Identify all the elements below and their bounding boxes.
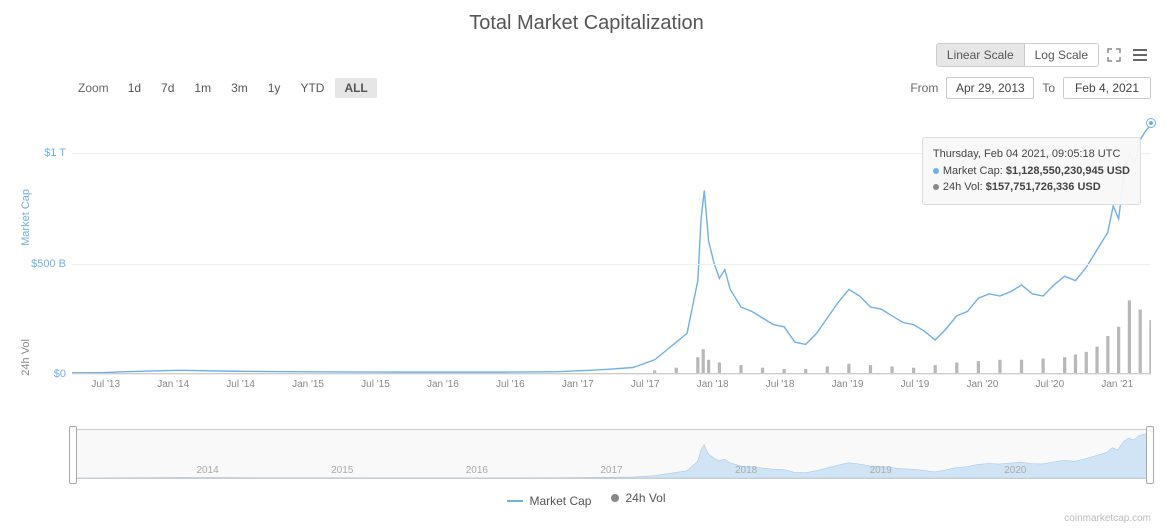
x-tick: Jul '20 xyxy=(1036,379,1065,390)
x-tick: Jan '19 xyxy=(832,379,864,390)
scale-toggle: Linear Scale Log Scale xyxy=(936,43,1099,67)
tooltip-date: Thursday, Feb 04 2021, 09:05:18 UTC xyxy=(933,146,1130,163)
x-tick: Jan '15 xyxy=(292,379,324,390)
zoom-1m-button[interactable]: 1m xyxy=(185,78,220,98)
zoom-3m-button[interactable]: 3m xyxy=(222,78,257,98)
y-tick: $1 T xyxy=(16,147,66,159)
zoom-1y-button[interactable]: 1y xyxy=(259,78,290,98)
from-label: From xyxy=(910,81,938,95)
date-range: From Apr 29, 2013 To Feb 4, 2021 xyxy=(910,77,1151,99)
nav-year: 2016 xyxy=(466,465,488,476)
nav-year: 2018 xyxy=(735,465,757,476)
x-tick: Jul '16 xyxy=(496,379,525,390)
x-tick: Jan '16 xyxy=(427,379,459,390)
x-tick: Jul '19 xyxy=(901,379,930,390)
y-tick: $0 xyxy=(16,368,66,380)
zoom-row: Zoom 1d7d1m3m1yYTDALL From Apr 29, 2013 … xyxy=(0,73,1173,109)
navigator[interactable]: 2014 2015 2016 2017 2018 2019 2020 xyxy=(72,429,1151,479)
legend-item[interactable]: 24h Vol xyxy=(611,491,665,505)
x-tick: Jul '13 xyxy=(91,379,120,390)
gridline xyxy=(72,264,1151,265)
y-tick: $500 B xyxy=(16,258,66,270)
nav-year: 2015 xyxy=(331,465,353,476)
nav-year: 2014 xyxy=(197,465,219,476)
gridline xyxy=(72,374,1151,375)
x-tick: Jan '14 xyxy=(157,379,189,390)
tooltip: Thursday, Feb 04 2021, 09:05:18 UTC Mark… xyxy=(922,137,1141,205)
controls-row: Linear Scale Log Scale xyxy=(0,43,1173,73)
zoom-1d-button[interactable]: 1d xyxy=(119,78,150,98)
tooltip-row: Market Cap: $1,128,550,230,945 USD xyxy=(933,163,1130,180)
legend: Market Cap 24h Vol xyxy=(0,479,1173,512)
x-tick: Jul '18 xyxy=(766,379,795,390)
x-tick: Jan '21 xyxy=(1101,379,1133,390)
zoom-ytd-button[interactable]: YTD xyxy=(291,78,333,98)
menu-icon[interactable] xyxy=(1129,44,1151,66)
y-axis: $0$500 B$1 T xyxy=(16,109,72,374)
x-tick: Jul '14 xyxy=(226,379,255,390)
to-date-input[interactable]: Feb 4, 2021 xyxy=(1063,77,1151,99)
plot[interactable]: Thursday, Feb 04 2021, 09:05:18 UTC Mark… xyxy=(72,109,1151,374)
nav-year: 2020 xyxy=(1004,465,1026,476)
x-tick: Jan '20 xyxy=(966,379,998,390)
nav-year: 2019 xyxy=(870,465,892,476)
end-marker-icon xyxy=(1147,119,1155,127)
x-tick: Jul '17 xyxy=(631,379,660,390)
zoom-all-button[interactable]: ALL xyxy=(335,78,376,98)
nav-handle-left[interactable] xyxy=(69,426,77,484)
zoom-7d-button[interactable]: 7d xyxy=(152,78,183,98)
nav-year: 2017 xyxy=(600,465,622,476)
chart-area: Market Cap 24h Vol $0$500 B$1 T Thursday… xyxy=(16,109,1151,409)
linear-scale-button[interactable]: Linear Scale xyxy=(937,44,1025,66)
from-date-input[interactable]: Apr 29, 2013 xyxy=(946,77,1034,99)
nav-handle-right[interactable] xyxy=(1146,426,1154,484)
legend-item[interactable]: Market Cap xyxy=(507,494,591,508)
log-scale-button[interactable]: Log Scale xyxy=(1025,44,1098,66)
tooltip-row: 24h Vol: $157,751,726,336 USD xyxy=(933,179,1130,196)
credit: coinmarketcap.com xyxy=(1064,513,1151,524)
zoom-label: Zoom xyxy=(78,81,109,95)
fullscreen-icon[interactable] xyxy=(1103,44,1125,66)
zoom-buttons: Zoom 1d7d1m3m1yYTDALL xyxy=(78,78,377,98)
x-tick: Jan '18 xyxy=(697,379,729,390)
to-label: To xyxy=(1042,81,1055,95)
x-tick: Jan '17 xyxy=(562,379,594,390)
x-tick: Jul '15 xyxy=(361,379,390,390)
chart-title: Total Market Capitalization xyxy=(0,0,1173,43)
